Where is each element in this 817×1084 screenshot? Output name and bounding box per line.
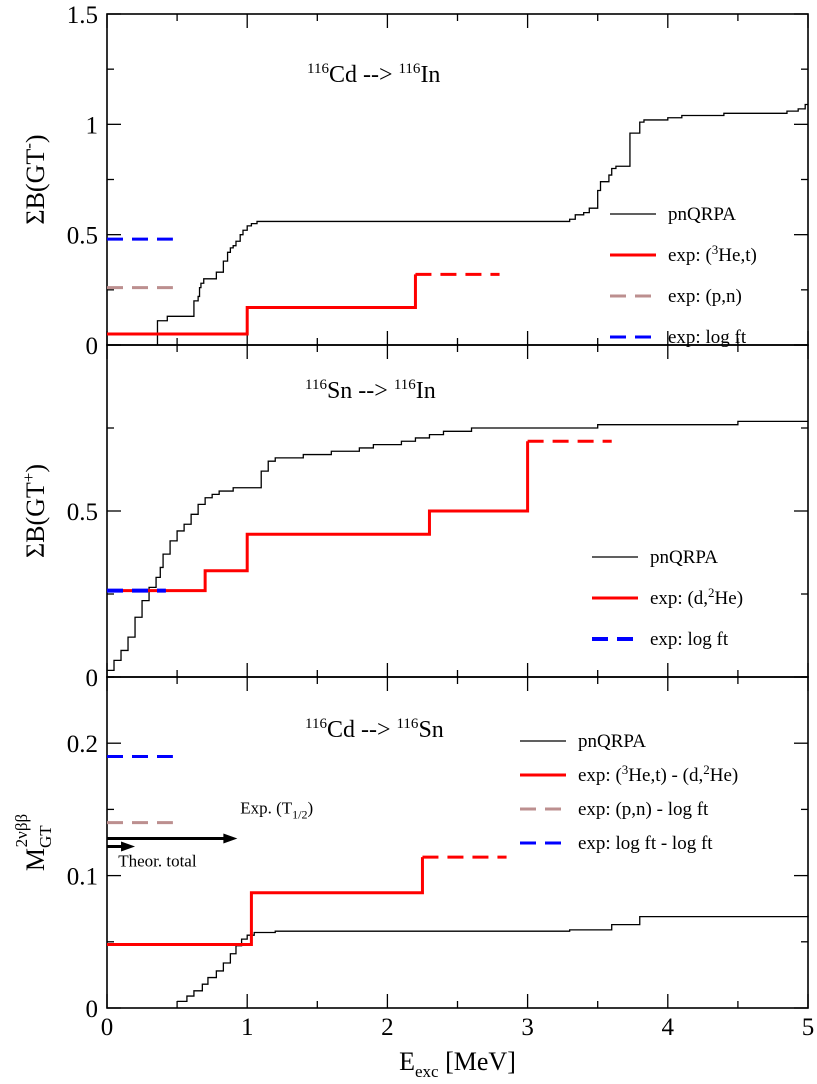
y-tick-label: 1.5 bbox=[67, 2, 98, 29]
legend-label: exp: log ft - log ft bbox=[578, 833, 713, 854]
ylabel-sup: - bbox=[19, 143, 38, 149]
legend-label: pnQRPA bbox=[668, 204, 736, 225]
panel-title: 116Cd --> 116Sn bbox=[305, 716, 444, 743]
arrow-label-end: ) bbox=[307, 798, 313, 817]
ylabel-end: ) bbox=[21, 464, 50, 473]
legend-label: pnQRPA bbox=[650, 547, 718, 568]
y-tick-label: 0 bbox=[86, 996, 99, 1023]
legend-text: He) bbox=[715, 588, 743, 609]
arrow-label: Theor. total bbox=[118, 851, 197, 870]
legend-label: exp: log ft bbox=[668, 327, 747, 348]
title-nucleus: Cd --> bbox=[329, 62, 399, 88]
legend-text: exp: (d, bbox=[650, 588, 708, 609]
ylabel-sub: GT bbox=[36, 825, 55, 848]
title-nucleus: Cd --> bbox=[327, 717, 397, 743]
legend-text: He,t) - (d, bbox=[628, 765, 703, 786]
title-nucleus: In bbox=[420, 62, 440, 88]
title-nucleus: In bbox=[416, 378, 436, 404]
legend-label: exp: (d,2He) bbox=[650, 585, 743, 609]
arrow-label-sub: 1/2 bbox=[292, 807, 307, 821]
title-mass: 116 bbox=[398, 61, 420, 77]
legend-label: pnQRPA bbox=[578, 731, 646, 752]
panel-cd_sn: 0 0.1 0.2 0 1 2 3 4 5 Exp. (T1/2) Theor. total 116C… bbox=[12, 676, 815, 1081]
series-line bbox=[107, 857, 424, 946]
x-tick-label: 3 bbox=[521, 1014, 534, 1041]
ylabel-end: ) bbox=[21, 134, 50, 143]
legend-sup: 3 bbox=[712, 242, 719, 257]
legend-text: exp: ( bbox=[578, 765, 622, 786]
title-mass: 116 bbox=[305, 716, 327, 732]
title-mass: 116 bbox=[307, 61, 329, 77]
legend-text: He) bbox=[710, 765, 738, 786]
ylabel-base: M bbox=[21, 848, 50, 871]
title-mass: 116 bbox=[394, 377, 416, 393]
x-tick-label: 2 bbox=[381, 1014, 394, 1041]
arrow-label-text: Theor. total bbox=[118, 851, 197, 870]
arrow-label: Exp. (T1/2) bbox=[240, 798, 313, 821]
title-nucleus: Sn --> bbox=[327, 378, 394, 404]
legend-sup: 2 bbox=[708, 585, 715, 600]
legend-sup: 2 bbox=[703, 762, 710, 777]
x-tick-label: 4 bbox=[662, 1014, 675, 1041]
legend-label: exp: log ft bbox=[650, 629, 729, 650]
ylabel-base: ΣB(GT bbox=[21, 482, 50, 558]
y-axis-label: ΣB(GT-) bbox=[19, 134, 50, 224]
arrow-head bbox=[121, 841, 136, 852]
xlabel-sub: exc bbox=[415, 1062, 439, 1081]
series-line bbox=[107, 274, 417, 336]
y-tick-label: 0.1 bbox=[67, 864, 98, 891]
title-nucleus: Sn bbox=[418, 717, 443, 743]
y-tick-label: 0.2 bbox=[67, 731, 98, 758]
x-tick-label: 1 bbox=[241, 1014, 254, 1041]
y-tick-label: 0.5 bbox=[67, 223, 98, 250]
y-axis-label: ΣB(GT+) bbox=[19, 464, 50, 558]
y-tick-label: 0 bbox=[86, 665, 99, 692]
series-line bbox=[107, 441, 530, 593]
ylabel-sup: 2νββ bbox=[12, 814, 31, 848]
title-mass: 116 bbox=[396, 716, 418, 732]
ylabel-base: ΣB(GT bbox=[21, 149, 50, 225]
legend-label: exp: (3He,t) bbox=[668, 242, 757, 266]
ylabel-sup: + bbox=[19, 473, 38, 483]
arrow-label-text: Exp. (T bbox=[240, 798, 293, 817]
legend-label: exp: (3He,t) - (d,2He) bbox=[578, 762, 738, 786]
legend-text: exp: ( bbox=[668, 245, 712, 266]
panel-title: 116Cd --> 116In bbox=[307, 61, 440, 88]
x-tick-label: 0 bbox=[101, 1014, 114, 1041]
x-axis-label: Eexc [MeV] bbox=[399, 1047, 516, 1081]
x-tick-label: 5 bbox=[802, 1014, 815, 1041]
title-mass: 116 bbox=[305, 377, 327, 393]
y-tick-label: 1 bbox=[86, 112, 99, 139]
xlabel-base: E bbox=[399, 1047, 415, 1076]
legend-label: exp: (p,n) bbox=[668, 286, 742, 307]
xlabel-end: [MeV] bbox=[439, 1047, 516, 1076]
legend-sup: 3 bbox=[622, 762, 629, 777]
series-line bbox=[156, 103, 808, 345]
series-line bbox=[107, 420, 808, 672]
panel-title: 116Sn --> 116In bbox=[305, 377, 436, 404]
y-tick-label: 0.5 bbox=[67, 499, 98, 526]
y-axis-label: MGT 2νββ bbox=[12, 814, 55, 871]
y-tick-label: 0 bbox=[86, 333, 99, 360]
legend-text: He,t) bbox=[718, 245, 757, 266]
series-line bbox=[177, 915, 809, 1003]
legend-label: exp: (p,n) - log ft bbox=[578, 799, 709, 820]
arrow-head bbox=[223, 833, 238, 844]
